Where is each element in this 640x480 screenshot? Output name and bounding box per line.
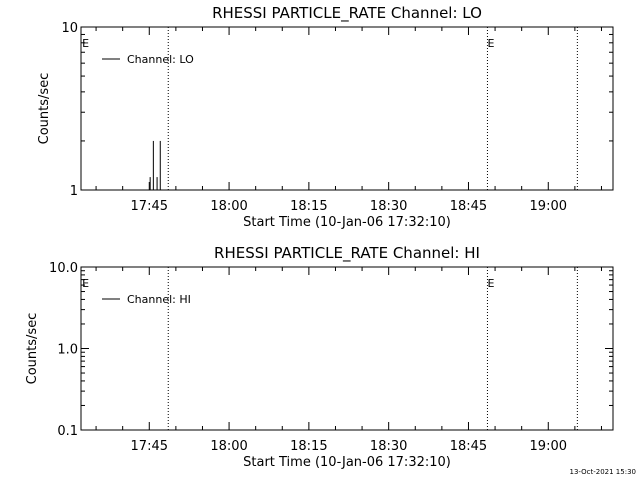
y-axis-label: Counts/sec <box>37 73 52 145</box>
y-tick-label: 1 <box>70 184 78 199</box>
event-marker-label: E <box>487 37 494 50</box>
y-tick-label: 0.1 <box>57 424 78 439</box>
x-tick-label: 18:30 <box>370 199 407 214</box>
event-marker-label: E <box>82 37 89 50</box>
timestamp-label: 13-Oct-2021 15:30 <box>570 468 636 476</box>
chart-title: RHESSI PARTICLE_RATE Channel: HI <box>214 244 480 263</box>
y-tick-label: 1.0 <box>57 343 78 358</box>
chart-hi-channel: RHESSI PARTICLE_RATE Channel: HI 17:45 18:… <box>25 244 614 470</box>
x-tick-label: 18:15 <box>290 199 327 214</box>
chart-title: RHESSI PARTICLE_RATE Channel: LO <box>212 4 482 23</box>
y-axis-label: Counts/sec <box>25 313 40 385</box>
x-tick-label: 18:45 <box>450 199 487 214</box>
chart-lo-channel: RHESSI PARTICLE_RATE Channel: LO 17:45 18:… <box>37 4 614 230</box>
x-tick-label: 18:00 <box>210 439 247 454</box>
legend-label: Channel: HI <box>127 293 191 306</box>
x-tick-label: 18:15 <box>290 439 327 454</box>
x-tick-label: 18:00 <box>210 199 247 214</box>
x-tick-label: 18:45 <box>450 439 487 454</box>
x-tick-label: 17:45 <box>131 439 168 454</box>
legend-label: Channel: LO <box>127 53 194 66</box>
plot-frame <box>80 26 614 191</box>
x-tick-label: 18:30 <box>370 439 407 454</box>
event-marker-label: E <box>487 277 494 290</box>
y-tick-label: 10.0 <box>49 261 78 276</box>
x-tick-label: 19:00 <box>530 199 567 214</box>
x-axis-label: Start Time (10-Jan-06 17:32:10) <box>243 215 451 230</box>
x-tick-label: 17:45 <box>131 199 168 214</box>
x-tick-label: 19:00 <box>530 439 567 454</box>
y-tick-label: 10 <box>61 21 78 36</box>
x-axis-label: Start Time (10-Jan-06 17:32:10) <box>243 455 451 470</box>
event-marker-label: E <box>82 277 89 290</box>
